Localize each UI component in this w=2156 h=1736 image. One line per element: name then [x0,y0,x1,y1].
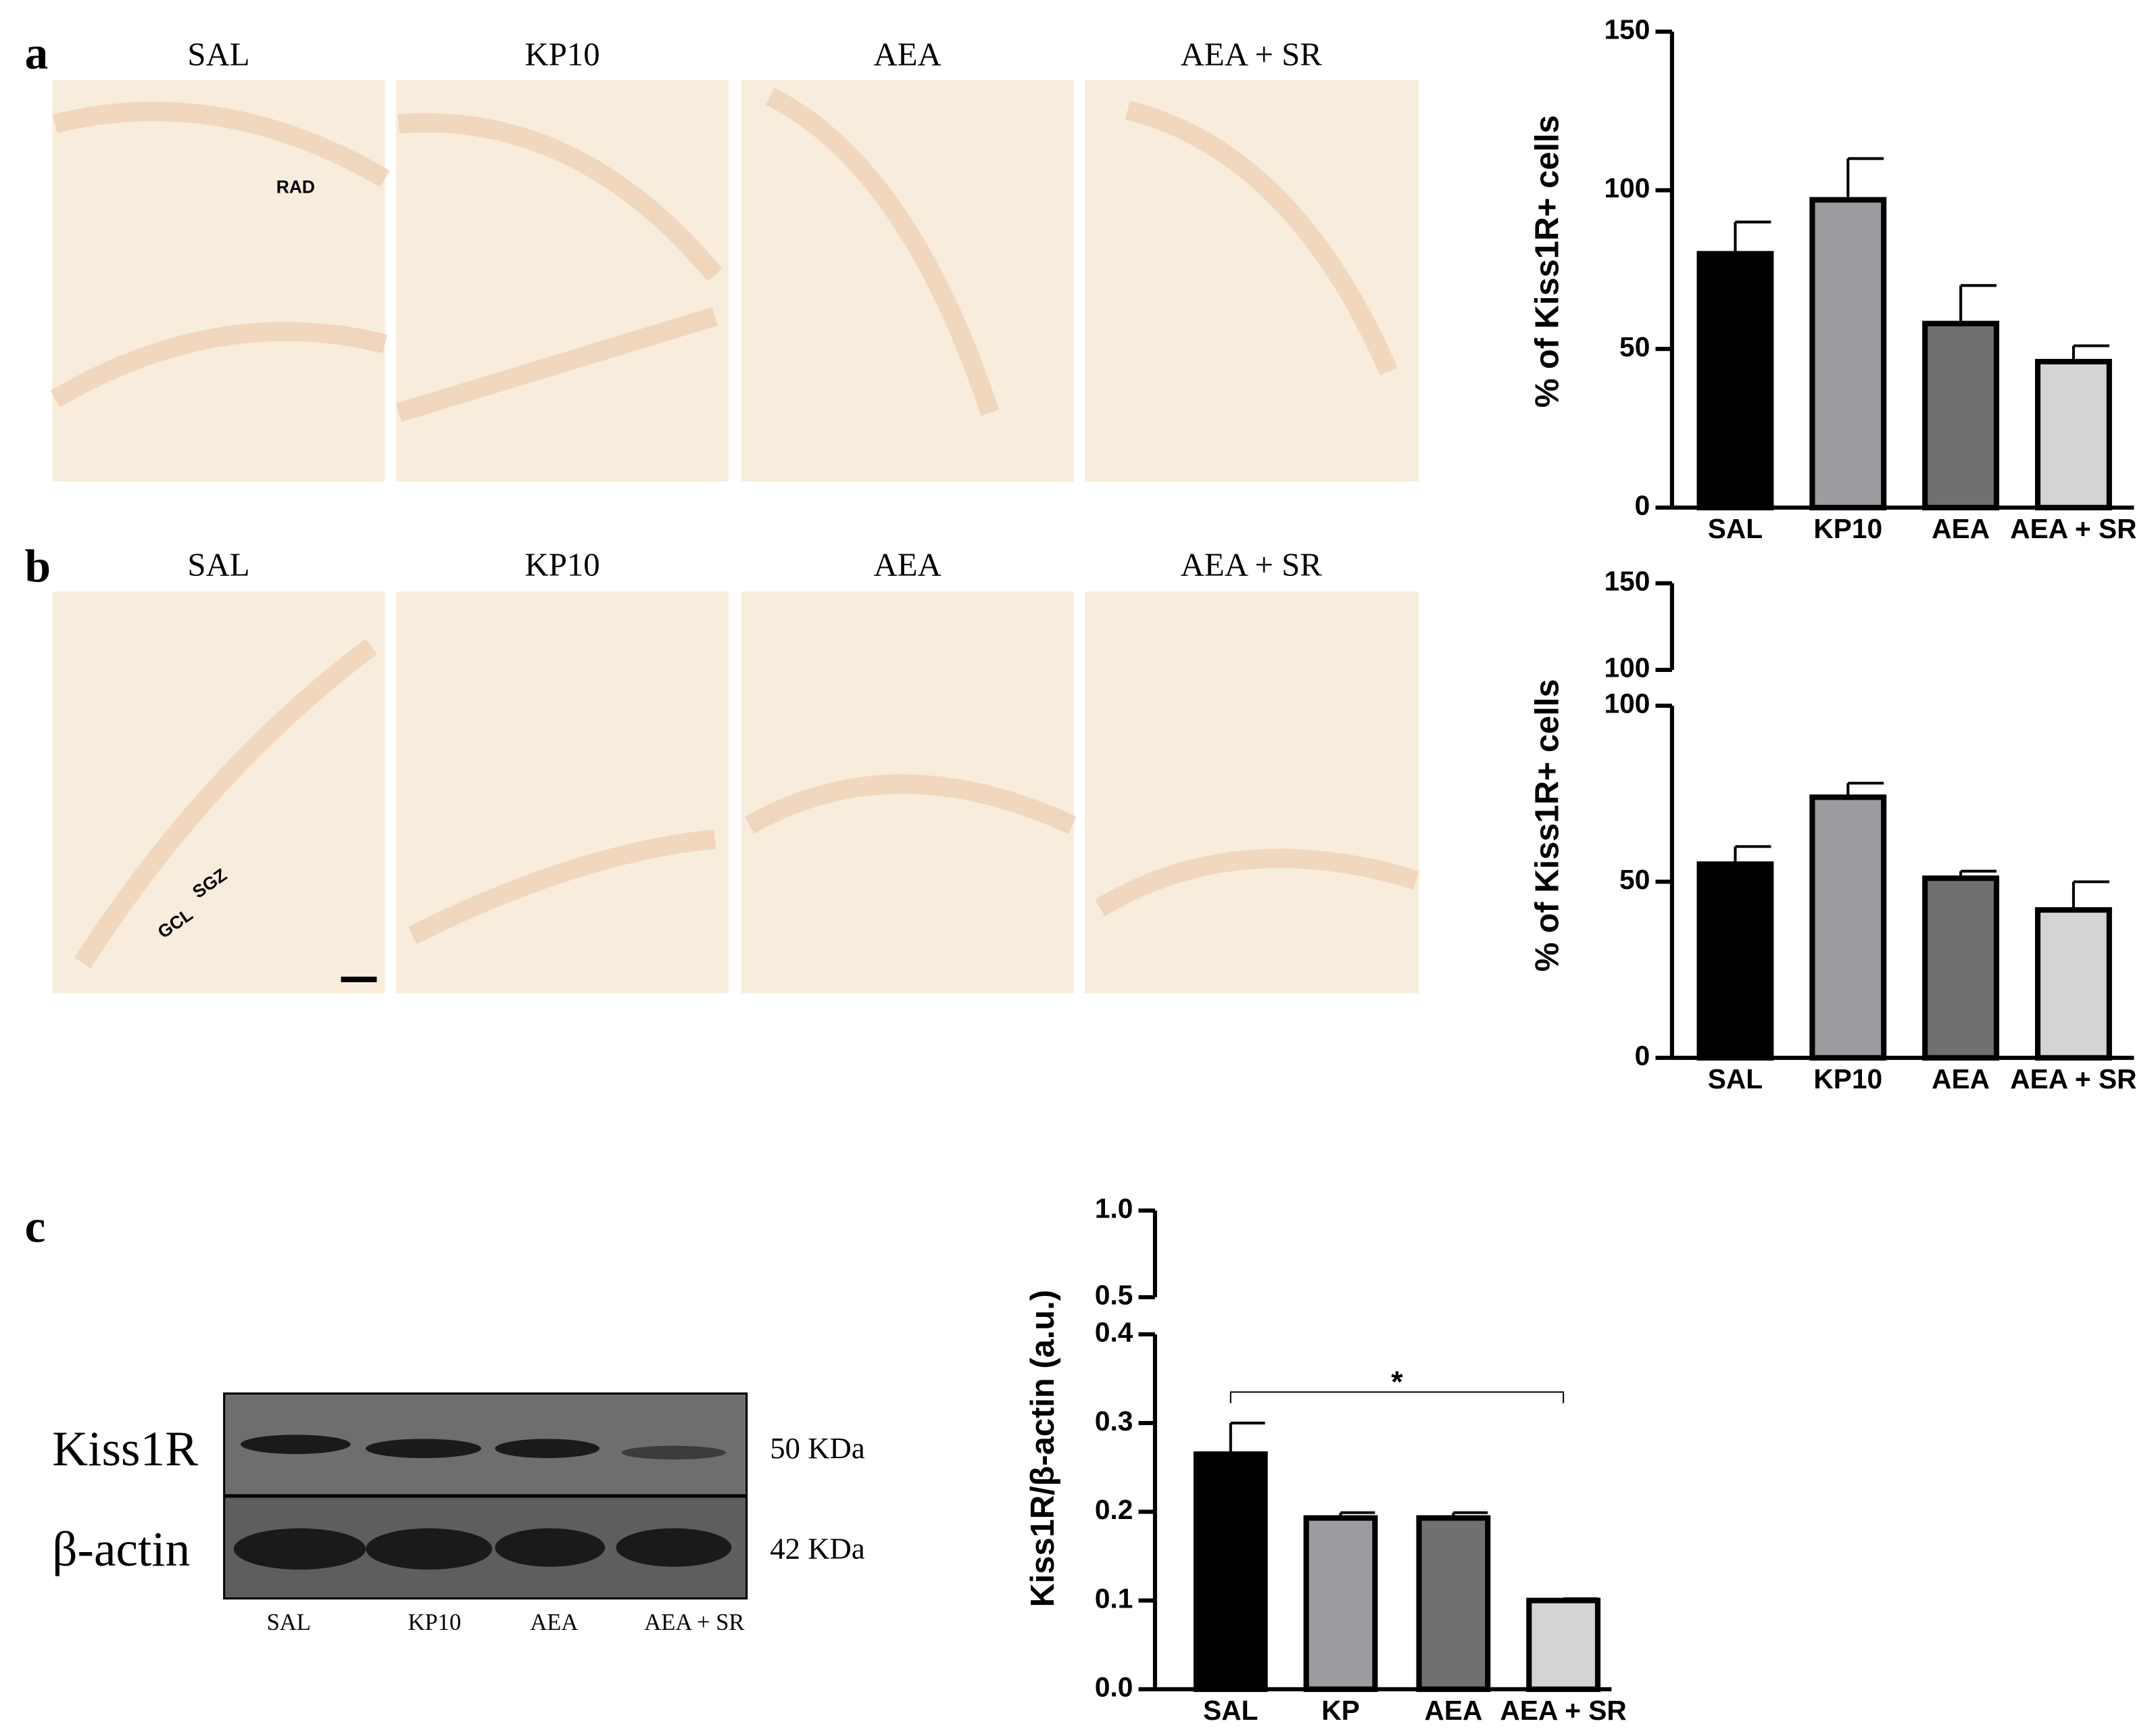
micrograph-label: AEA [874,36,941,73]
x-tick-label: SAL [1708,513,1763,544]
band-size: 42 KDa [770,1532,865,1566]
bar [2034,358,2112,510]
region-label: RAD [276,177,315,197]
tissue-layer [1125,100,1398,376]
x-tick-label: SAL [1203,1695,1258,1726]
y-tick-label: 0.0 [1095,1672,1133,1703]
bar [1526,1597,1601,1692]
bar [2034,907,2112,1061]
lane-label: SAL [267,1610,311,1635]
bar [1922,875,2000,1061]
micrograph-label: KP10 [524,36,599,73]
x-tick-label: KP [1321,1695,1360,1726]
x-tick-label: AEA [1932,513,1990,544]
bar [1416,1515,1491,1692]
micrograph-label: AEA + SR [1181,546,1323,583]
y-tick-label: 100 [1604,688,1650,719]
band [495,1439,600,1458]
significance-bracket [1229,1391,1565,1403]
y-tick-label: 0.4 [1095,1317,1133,1348]
y-tick-label: 1.0 [1095,1192,1133,1224]
band [366,1439,482,1458]
micrograph-label: AEA + SR [1181,36,1323,73]
micrograph-label: SAL [187,546,249,583]
x-tick-label: AEA + SR [1500,1695,1627,1726]
lane-label: AEA + SR [644,1610,745,1635]
y-tick-label: 150 [1604,566,1650,597]
micrograph [1085,80,1419,482]
micrograph-label: SAL [187,36,249,73]
x-tick-label: KP10 [1813,513,1882,544]
tissue-layer [1095,848,1419,917]
micrographs [50,80,1419,994]
bar [1193,1451,1268,1692]
band [366,1528,493,1570]
micrograph-label: AEA [874,546,941,583]
western-blot [223,1392,748,1600]
micrograph [395,591,729,994]
x-tick-label: AEA [1932,1063,1990,1094]
significance-label: * [1391,1365,1403,1399]
y-tick-label: 0.3 [1095,1405,1133,1437]
y-tick-label: 100 [1604,172,1650,203]
band [616,1528,732,1567]
bar [1809,197,1887,510]
y-tick-label: 0 [1635,1040,1650,1071]
micrograph [395,80,729,482]
tissue-layer [395,307,718,423]
panel-label: c [25,1200,46,1252]
tissue-layer [744,774,1077,834]
band [241,1434,351,1454]
x-tick-label: KP10 [1813,1063,1882,1094]
y-tick-label: 100 [1604,652,1650,683]
bar [1696,861,1774,1061]
band-name: Kiss1R [52,1422,198,1476]
micrograph [1085,591,1419,994]
tissue-layer [50,322,388,408]
y-tick-label: 0.5 [1095,1280,1133,1311]
tissue-layer [408,829,716,944]
panel-label: b [25,539,51,592]
band [621,1445,727,1460]
panel-label: a [25,26,49,78]
y-tick-label: 50 [1619,864,1650,895]
bar [1696,251,1774,510]
tissue-layer [397,113,722,282]
y-axis-label: % of Kiss1R+ cells [1529,679,1566,971]
band [495,1528,606,1567]
y-tick-label: 0 [1635,490,1650,521]
band-name: β-actin [52,1522,190,1576]
band-size: 50 KDa [770,1431,865,1465]
tissue-layer [52,101,390,187]
tissue-layer [765,87,1000,416]
band [233,1528,366,1570]
tissue-layer [74,638,377,969]
bar [1809,794,1887,1061]
lane-label: AEA [530,1610,578,1635]
y-tick-label: 150 [1604,14,1650,45]
x-tick-label: AEA + SR [2010,1063,2136,1094]
y-tick-label: 0.1 [1095,1583,1133,1614]
y-tick-label: 0.2 [1095,1494,1133,1525]
y-axis-label: % of Kiss1R+ cells [1529,115,1566,408]
x-tick-label: AEA [1424,1695,1482,1726]
x-tick-label: SAL [1708,1063,1763,1094]
y-axis-label: Kiss1R/β-actin (a.u.) [1025,1290,1061,1607]
x-tick-label: AEA + SR [2010,513,2136,544]
micrograph [52,80,385,482]
bar [1303,1515,1378,1692]
micrograph-label: KP10 [524,546,599,583]
bar [1922,320,2000,510]
lane-label: KP10 [408,1610,461,1635]
micrograph [741,80,1074,482]
y-tick-label: 50 [1619,331,1650,362]
